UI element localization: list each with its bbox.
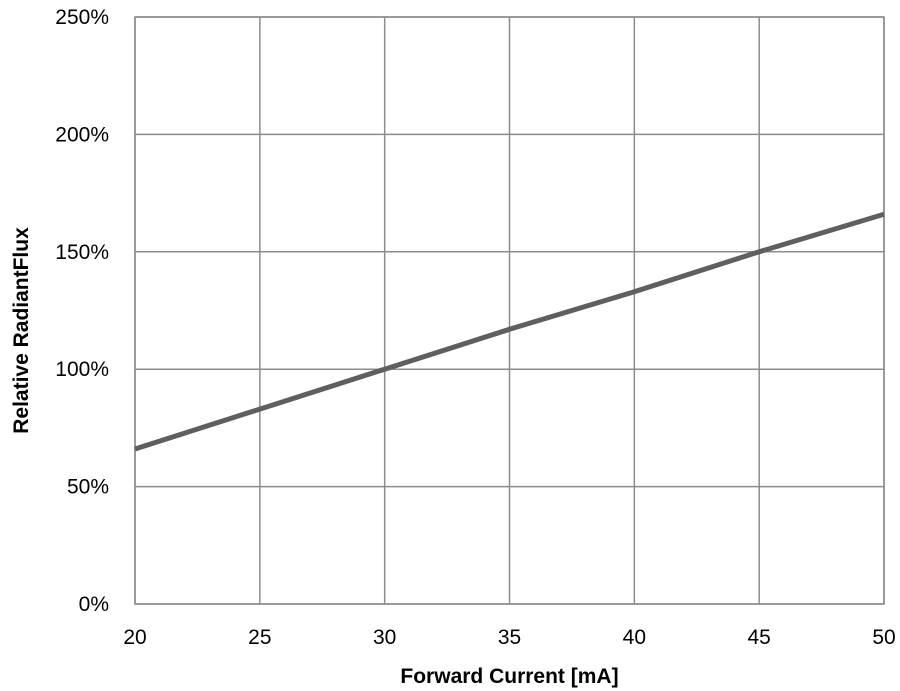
y-tick-label: 100% <box>55 358 109 381</box>
y-tick-label: 0% <box>79 593 109 616</box>
x-tick-label: 30 <box>373 626 396 649</box>
x-tick-label: 25 <box>248 626 271 649</box>
y-tick-label: 250% <box>55 6 109 29</box>
x-tick-labels: 20 25 30 35 40 45 50 <box>123 626 895 649</box>
y-tick-label: 200% <box>55 123 109 146</box>
x-axis-title: Forward Current [mA] <box>400 665 618 688</box>
y-axis-title: Relative RadiantFlux <box>10 227 33 434</box>
series-group <box>134 211 885 452</box>
grid-lines <box>134 16 885 605</box>
x-tick-label: 45 <box>747 626 770 649</box>
y-tick-labels: 0% 50% 100% 150% 200% 250% <box>55 6 109 616</box>
x-tick-label: 50 <box>872 626 895 649</box>
y-tick-label: 50% <box>67 476 109 499</box>
y-tick-label: 150% <box>55 241 109 264</box>
plot-area <box>134 16 885 605</box>
x-tick-label: 20 <box>123 626 146 649</box>
series-line <box>134 211 885 452</box>
x-tick-label: 35 <box>498 626 521 649</box>
x-tick-label: 40 <box>623 626 646 649</box>
